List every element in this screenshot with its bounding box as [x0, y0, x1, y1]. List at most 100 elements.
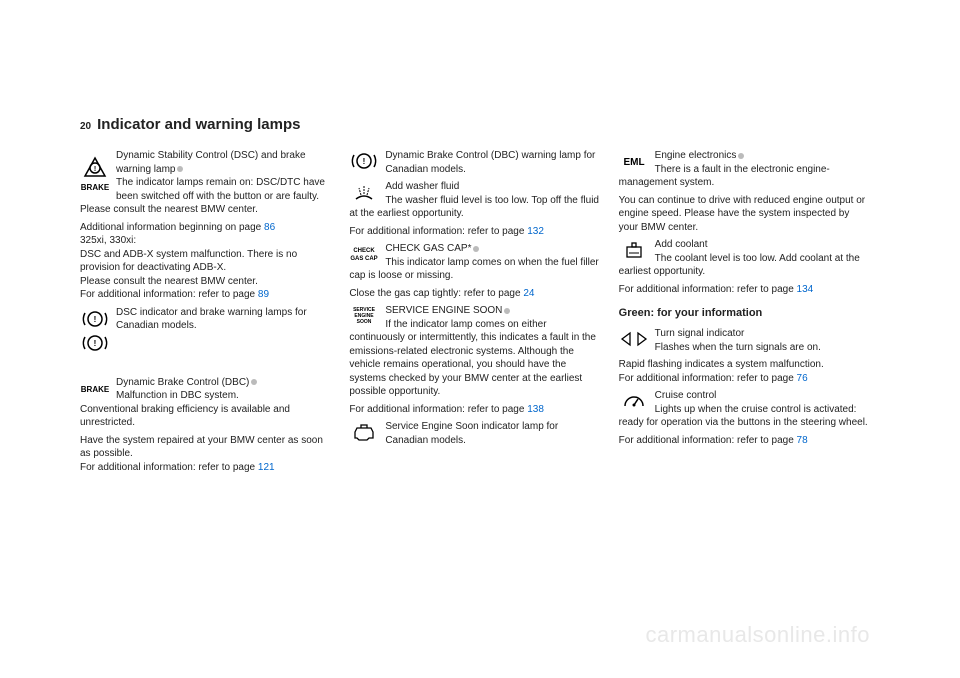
- coolant-entry: Add coolant The coolant level is too low…: [619, 238, 870, 279]
- cruise-icon: [619, 389, 649, 413]
- dbc-text-1: Dynamic Brake Control (DBC): [116, 377, 249, 388]
- page-link[interactable]: 89: [258, 289, 269, 300]
- page-link[interactable]: 121: [258, 462, 275, 473]
- turn-text-1: Turn signal indicator: [655, 328, 745, 339]
- priority-dot: [738, 153, 744, 159]
- dbc-ca-icon: !: [349, 149, 379, 173]
- eml-entry: EML Engine electronics There is a fault …: [619, 149, 870, 190]
- turn-text-2: Flashes when the turn signals are on.: [655, 342, 821, 353]
- ses-text-1: SERVICE ENGINE SOON: [385, 305, 502, 316]
- cruise-text-3: For additional information: refer to pag…: [619, 435, 794, 446]
- page-link[interactable]: 24: [523, 288, 534, 299]
- page-number: 20: [80, 120, 91, 134]
- column-2: ! Dynamic Brake Control (DBC) warning la…: [349, 149, 600, 478]
- svg-text:GAS CAP: GAS CAP: [351, 256, 378, 262]
- priority-dot: [504, 308, 510, 314]
- page-link[interactable]: 138: [527, 404, 544, 415]
- dsc-ca-entry: ! ! DSC indicator and brake warning lamp…: [80, 306, 331, 358]
- svg-text:CHECK: CHECK: [354, 248, 376, 254]
- gascap-text-3: Close the gas cap tightly: refer to page: [349, 288, 520, 299]
- coolant-text-1: Add coolant: [655, 239, 708, 250]
- column-3: EML Engine electronics There is a fault …: [619, 149, 870, 478]
- dsc-ca-text: DSC indicator and brake warning lamps fo…: [116, 307, 307, 332]
- dbc-continue: Have the system repaired at your BMW cen…: [80, 434, 331, 475]
- gascap-entry: CHECKGAS CAP CHECK GAS CAP* This indicat…: [349, 242, 600, 283]
- dsc-icon: ! BRAKE: [80, 149, 110, 199]
- ses-text-2: If the indicator lamp comes on either co…: [349, 319, 596, 398]
- dbc-text-2: Malfunction in DBC system.: [116, 390, 239, 401]
- dbc-text-3: Conventional braking efficiency is avail…: [80, 404, 290, 429]
- brake-icon: BRAKE: [80, 376, 110, 400]
- ses-continue: For additional information: refer to pag…: [349, 403, 600, 417]
- coolant-text-2: The coolant level is too low. Add coolan…: [619, 253, 860, 278]
- page-link[interactable]: 132: [527, 226, 544, 237]
- cruise-continue: For additional information: refer to pag…: [619, 434, 870, 448]
- column-1: ! BRAKE Dynamic Stability Control (DSC) …: [80, 149, 331, 478]
- page-header: 20 Indicator and warning lamps: [80, 115, 870, 135]
- dsc-ca-icon: ! !: [80, 306, 110, 356]
- eml-icon: EML: [619, 149, 649, 173]
- watermark: carmanualsonline.info: [645, 620, 870, 650]
- dsc-text-6: Please consult the nearest BMW center.: [80, 276, 258, 287]
- page-link[interactable]: 76: [797, 373, 808, 384]
- dsc-text-4: 325xi, 330xi:: [80, 235, 136, 246]
- washer-icon: [349, 180, 379, 204]
- washer-text-2: The washer fluid level is too low. Top o…: [349, 195, 599, 220]
- content-columns: ! BRAKE Dynamic Stability Control (DSC) …: [80, 149, 870, 478]
- ses-text-3: For additional information: refer to pag…: [349, 404, 524, 415]
- eml-text-3: You can continue to drive with reduced e…: [619, 195, 865, 233]
- page-link[interactable]: 78: [797, 435, 808, 446]
- washer-text-1: Add washer fluid: [385, 181, 459, 192]
- gascap-text-2: This indicator lamp comes on when the fu…: [349, 257, 598, 282]
- dbc-ca-text: Dynamic Brake Control (DBC) warning lamp…: [385, 150, 595, 175]
- dsc-text-2: The indicator lamps remain on: DSC/DTC h…: [80, 177, 325, 215]
- dsc-text-7: For additional information: refer to pag…: [80, 289, 255, 300]
- dbc-ca-entry: ! Dynamic Brake Control (DBC) warning la…: [349, 149, 600, 176]
- dbc-text-5: For additional information: refer to pag…: [80, 462, 255, 473]
- turn-entry: Turn signal indicator Flashes when the t…: [619, 327, 870, 354]
- washer-entry: Add washer fluid The washer fluid level …: [349, 180, 600, 221]
- priority-dot: [473, 246, 479, 252]
- ses-icon: SERVICEENGINESOON: [349, 304, 379, 328]
- svg-text:!: !: [94, 339, 97, 348]
- ses-ca-text: Service Engine Soon indicator lamp for C…: [385, 421, 558, 446]
- dsc-continue: Additional information beginning on page…: [80, 221, 331, 302]
- priority-dot: [251, 379, 257, 385]
- page-title: Indicator and warning lamps: [97, 115, 300, 135]
- turn-signal-icon: [619, 327, 649, 351]
- dsc-text-5: DSC and ADB-X system malfunction. There …: [80, 249, 297, 274]
- ses-ca-entry: Service Engine Soon indicator lamp for C…: [349, 420, 600, 447]
- dbc-text-4: Have the system repaired at your BMW cen…: [80, 435, 323, 460]
- gascap-icon: CHECK GAS CAP: [349, 242, 379, 266]
- eml-text-1: Engine electronics: [655, 150, 737, 161]
- svg-text:SOON: SOON: [357, 319, 372, 325]
- cruise-text-1: Cruise control: [655, 390, 717, 401]
- cruise-entry: Cruise control Lights up when the cruise…: [619, 389, 870, 430]
- turn-text-3: Rapid flashing indicates a system malfun…: [619, 359, 824, 370]
- svg-text:BRAKE: BRAKE: [81, 183, 109, 192]
- page-link[interactable]: 86: [264, 222, 275, 233]
- dsc-text-3: Additional information beginning on page: [80, 222, 261, 233]
- svg-text:BRAKE: BRAKE: [81, 385, 109, 394]
- svg-text:EML: EML: [623, 157, 644, 168]
- svg-text:!: !: [94, 315, 97, 324]
- gascap-continue: Close the gas cap tightly: refer to page…: [349, 287, 600, 301]
- coolant-icon: [619, 238, 649, 262]
- svg-text:!: !: [363, 157, 366, 166]
- dsc-text-1: Dynamic Stability Control (DSC) and brak…: [116, 150, 306, 175]
- washer-text-3: For additional information: refer to pag…: [349, 226, 524, 237]
- coolant-continue: For additional information: refer to pag…: [619, 283, 870, 297]
- ses-entry: SERVICEENGINESOON SERVICE ENGINE SOON If…: [349, 304, 600, 399]
- turn-text-4: For additional information: refer to pag…: [619, 373, 794, 384]
- cruise-text-2: Lights up when the cruise control is act…: [619, 404, 868, 429]
- engine-icon: [349, 420, 379, 444]
- coolant-text-3: For additional information: refer to pag…: [619, 284, 794, 295]
- svg-text:!: !: [94, 166, 96, 173]
- dbc-entry: BRAKE Dynamic Brake Control (DBC) Malfun…: [80, 376, 331, 430]
- page-link[interactable]: 134: [797, 284, 814, 295]
- priority-dot: [177, 166, 183, 172]
- green-section-heading: Green: for your information: [619, 306, 870, 321]
- eml-text-2: There is a fault in the electronic engin…: [619, 164, 830, 189]
- dsc-entry: ! BRAKE Dynamic Stability Control (DSC) …: [80, 149, 331, 217]
- turn-continue: Rapid flashing indicates a system malfun…: [619, 358, 870, 385]
